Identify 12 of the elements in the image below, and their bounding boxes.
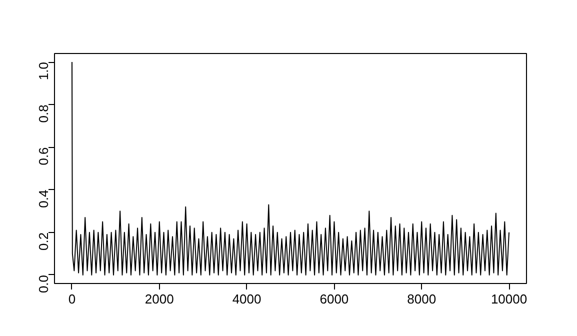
y-tick-label: 0.4 [36, 190, 51, 208]
x-tick-label: 2000 [144, 292, 174, 306]
x-tick-label: 0 [68, 292, 76, 306]
y-tick-label: 1.0 [36, 62, 51, 80]
y-tick-label: 0.0 [36, 274, 51, 294]
x-tick-label: 6000 [320, 292, 349, 306]
x-tick-label: 4000 [232, 292, 262, 306]
x-tick-label: 8000 [407, 292, 436, 306]
y-tick-label: 0.2 [36, 232, 51, 250]
y-tick-label: 0.6 [36, 147, 51, 166]
x-tick-label: 10000 [490, 292, 528, 306]
y-tick-label: 0.8 [36, 104, 51, 123]
